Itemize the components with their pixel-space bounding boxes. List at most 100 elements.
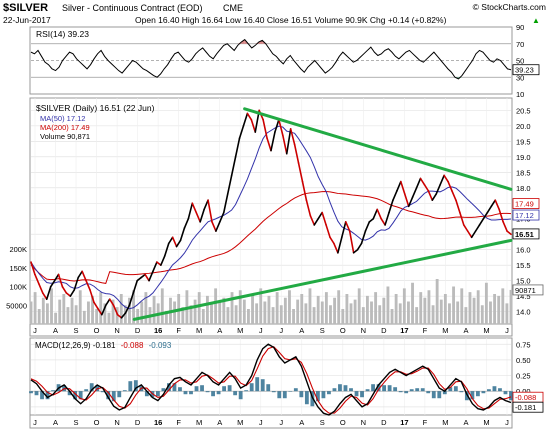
volume-bar (140, 301, 144, 324)
macd-histogram-bar (40, 391, 44, 400)
macd-histogram-bar (29, 391, 33, 394)
macd-histogram-bar (481, 391, 486, 394)
x-tick-label: M (442, 326, 448, 335)
volume-bar (411, 282, 414, 324)
macd-histogram-bar (475, 391, 480, 397)
macd-histogram-bar (453, 386, 458, 392)
price-line-segment (191, 202, 198, 214)
macd-histogram-bar (266, 384, 271, 392)
price-line-segment (34, 273, 40, 285)
volume-bar (33, 292, 37, 324)
price-line-segment (333, 242, 339, 254)
volume-bar (164, 310, 168, 324)
volume-bar (123, 305, 127, 324)
price-line-segment (215, 221, 221, 232)
price-last-value-label: 17.49 (515, 200, 534, 209)
macd-histogram-bar (293, 388, 298, 392)
x-tick-label-bottom: M (483, 418, 489, 427)
volume-bar (242, 299, 246, 324)
price-line-segment (313, 217, 320, 226)
rsi-tick-label: 30 (516, 73, 524, 82)
price-line-segment (431, 193, 438, 201)
price-line-segment (112, 304, 119, 316)
x-tick-label: J (279, 326, 283, 335)
price-line-segment (160, 255, 166, 266)
macd-tick-label: 0.25 (516, 372, 531, 381)
volume-bar (275, 292, 279, 324)
volume-bar (267, 295, 271, 324)
volume-bar (189, 305, 193, 324)
price-line-segment (120, 312, 127, 319)
price-line-segment (266, 137, 272, 152)
volume-bar (476, 290, 480, 324)
macd-histogram-bar (393, 387, 398, 392)
volume-bar (111, 299, 115, 324)
volume-bar (226, 307, 230, 324)
volume-bar (283, 297, 287, 324)
price-panel (29, 97, 513, 325)
price-line-segment (392, 190, 398, 201)
x-tick-label-bottom: M (442, 418, 448, 427)
macd-histogram-bar (100, 391, 105, 393)
macd-histogram-bar (398, 391, 403, 393)
macd-histogram-bar (365, 389, 370, 392)
macd-histogram-bar (343, 385, 348, 392)
price-line-segment (502, 221, 508, 232)
chart-exchange: CME (223, 3, 243, 13)
price-line-segment (341, 221, 347, 239)
macd-histogram-bar (509, 391, 513, 401)
x-tick-label: D (135, 326, 141, 335)
volume-bar (41, 297, 45, 324)
macd-histogram-bar (376, 384, 381, 392)
macd-histogram-bar (321, 391, 326, 399)
price-line-segment (250, 118, 257, 133)
macd-last-value-label: -0.088 (515, 393, 536, 402)
macd-histogram-bar (255, 377, 260, 392)
price-line-segment (69, 289, 76, 297)
price-line-segment (211, 221, 217, 232)
price-line-segment (435, 183, 441, 195)
macd-histogram-bar (315, 391, 320, 402)
volume-bar (103, 303, 107, 324)
volume-bar (443, 294, 447, 324)
macd-histogram-bar (299, 391, 304, 398)
volume-bar (54, 312, 58, 324)
price-tick-label: 15.5 (516, 261, 531, 270)
volume-bar (312, 307, 316, 324)
x-tick-label-bottom: N (114, 418, 119, 427)
price-line-segment (89, 289, 95, 304)
x-tick-label: M (237, 326, 243, 335)
price-line-segment (116, 313, 123, 319)
macd-histogram-bar (431, 391, 436, 399)
volume-bar (357, 288, 361, 324)
volume-bar (230, 292, 234, 324)
volume-bar (292, 309, 295, 324)
price-last-value-box (512, 228, 540, 240)
price-line-segment (171, 236, 178, 248)
price-line-segment (136, 276, 142, 282)
x-tick-label: S (320, 326, 325, 335)
price-line-segment (195, 211, 201, 223)
price-line-segment (93, 301, 99, 310)
macd-histogram-bar (51, 390, 55, 392)
macd-histogram-bar (222, 386, 227, 392)
price-line-segment (451, 190, 457, 201)
volume-bar (95, 309, 99, 324)
macd-histogram-bar (304, 391, 309, 405)
price-line-segment (301, 180, 308, 201)
volume-bar (394, 294, 398, 324)
x-tick-label-bottom: F (176, 418, 181, 427)
macd-histogram-bar (144, 391, 149, 397)
volume-bar (78, 290, 82, 324)
x-tick-label: 16 (154, 326, 162, 335)
price-line-segment (459, 211, 465, 226)
x-tick-label: J (33, 326, 37, 335)
macd-histogram-bar (45, 391, 50, 400)
price-line-segment (474, 224, 481, 232)
price-line-segment (293, 143, 300, 164)
price-line-segment (42, 292, 48, 301)
price-line-segment (376, 208, 382, 220)
price-line-segment (73, 276, 80, 291)
x-tick-label-bottom: 16 (154, 418, 162, 427)
volume-bar (128, 297, 131, 324)
